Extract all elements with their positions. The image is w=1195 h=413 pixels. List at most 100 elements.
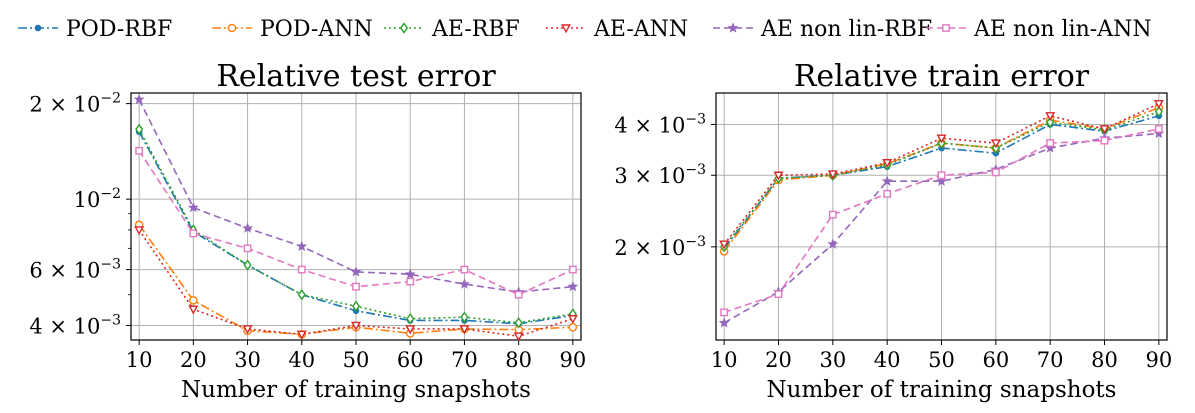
data-point xyxy=(405,325,416,335)
data-point xyxy=(990,139,1001,149)
legend-marker xyxy=(34,24,42,32)
data-point xyxy=(936,134,947,144)
x-axis-label: Number of training snapshots xyxy=(767,377,1117,403)
data-point xyxy=(297,289,306,301)
y-tick-label: 4 × 10−3 xyxy=(614,111,706,137)
data-point xyxy=(243,244,252,253)
data-point xyxy=(134,226,145,236)
data-point xyxy=(133,93,145,105)
x-axis-label: Number of training snapshots xyxy=(181,377,531,403)
data-point xyxy=(720,308,729,317)
data-point xyxy=(351,300,361,312)
x-tick-label: 30 xyxy=(819,348,846,372)
x-tick-label: 40 xyxy=(288,348,315,372)
legend-entry-pod-ann: POD-ANN xyxy=(212,17,373,42)
legend-label: POD-ANN xyxy=(260,17,373,42)
data-point xyxy=(1154,125,1163,133)
x-tick-label: 40 xyxy=(874,348,901,372)
data-point xyxy=(406,277,415,286)
series-ae-rbf xyxy=(135,123,577,329)
series-ae-ann xyxy=(134,226,578,342)
legend-label: AE non lin-ANN xyxy=(973,17,1152,42)
data-point xyxy=(189,229,198,238)
y-tick-label: 2 × 10−2 xyxy=(29,91,121,117)
data-point xyxy=(881,175,893,186)
data-point xyxy=(514,290,523,299)
legend-marker xyxy=(727,22,739,33)
data-point xyxy=(1154,105,1163,118)
data-point xyxy=(189,296,198,305)
legend-marker xyxy=(399,22,409,34)
data-point xyxy=(513,332,524,342)
data-point xyxy=(774,290,783,299)
y-tick-label: 10−2 xyxy=(74,186,121,212)
legend-entry-ae-non-lin-ann: AE non lin-ANN xyxy=(926,17,1152,42)
x-tick-label: 60 xyxy=(397,348,424,372)
data-point xyxy=(991,168,1000,177)
data-point xyxy=(135,123,144,136)
data-point xyxy=(937,171,946,180)
x-tick-label: 70 xyxy=(451,348,478,372)
series-line-ae-ann xyxy=(138,229,574,338)
data-point xyxy=(242,222,253,233)
legend: POD-RBF POD-ANN AE-RBF AE-ANN AE non lin-RBF… xyxy=(18,17,1152,42)
data-point xyxy=(568,322,578,332)
x-tick-label: 20 xyxy=(765,348,792,372)
data-point xyxy=(460,311,469,323)
data-point xyxy=(296,240,308,251)
data-point xyxy=(352,282,360,291)
data-point xyxy=(567,315,578,324)
x-tick-label: 80 xyxy=(505,348,532,372)
data-point xyxy=(1045,112,1056,122)
x-tick-label: 90 xyxy=(560,348,587,372)
series-ae-non-lin-ann xyxy=(135,146,577,299)
legend-marker xyxy=(561,24,571,34)
legend-entry-ae-rbf: AE-RBF xyxy=(384,17,520,42)
legend-entry-pod-rbf: POD-RBF xyxy=(18,17,172,42)
data-point xyxy=(1100,136,1109,145)
data-point xyxy=(135,146,144,155)
data-point xyxy=(719,240,730,250)
y-tick-label: 6 × 10−3 xyxy=(29,257,121,283)
data-point xyxy=(828,210,837,219)
test-error-chart: Relative test error 10 20 30 40 50 60 70 80 90 2 ×… xyxy=(29,59,586,403)
x-tick-label: 10 xyxy=(126,348,153,372)
data-point xyxy=(459,278,470,289)
data-point xyxy=(1046,139,1055,147)
legend-label: AE-ANN xyxy=(593,17,688,42)
data-point xyxy=(1046,116,1055,128)
legend-label: AE-RBF xyxy=(431,17,520,42)
legend-marker xyxy=(942,24,950,32)
legend-entry-ae-non-lin-rbf: AE non lin-RBF xyxy=(713,17,932,42)
x-tick-label: 50 xyxy=(928,348,955,372)
series-ae-ann xyxy=(719,99,1164,250)
data-point xyxy=(404,268,416,279)
x-tick-label: 90 xyxy=(1145,348,1172,372)
data-point xyxy=(406,313,415,325)
data-point xyxy=(242,325,253,335)
x-tick-label: 70 xyxy=(1037,348,1064,372)
series-line-pod-ann xyxy=(138,224,573,336)
data-point xyxy=(1099,125,1110,135)
x-tick-label: 20 xyxy=(180,348,207,372)
series-ae-non-lin-ann xyxy=(720,125,1163,317)
data-point xyxy=(297,265,306,274)
x-tick-label: 80 xyxy=(1091,348,1118,372)
y-tick-label: 4 × 10−3 xyxy=(29,312,121,338)
legend-entry-ae-ann: AE-ANN xyxy=(546,17,688,42)
data-point xyxy=(567,280,579,292)
data-point xyxy=(883,189,892,198)
data-point xyxy=(568,265,577,274)
data-point xyxy=(773,171,784,181)
train-error-chart: Relative train error 10 20 30 40 50 60 70 80 90 4 … xyxy=(614,59,1172,403)
data-point xyxy=(188,305,199,315)
legend-label: AE non lin-RBF xyxy=(760,17,932,42)
series-line-ae-ann xyxy=(723,102,1160,245)
series-line-ae-non-lin-rbf xyxy=(138,99,573,293)
y-tick-label: 2 × 10−3 xyxy=(614,234,706,260)
data-point xyxy=(718,317,730,328)
x-tick-label: 60 xyxy=(982,348,1009,372)
data-point xyxy=(351,321,361,331)
x-tick-label: 30 xyxy=(234,348,261,372)
